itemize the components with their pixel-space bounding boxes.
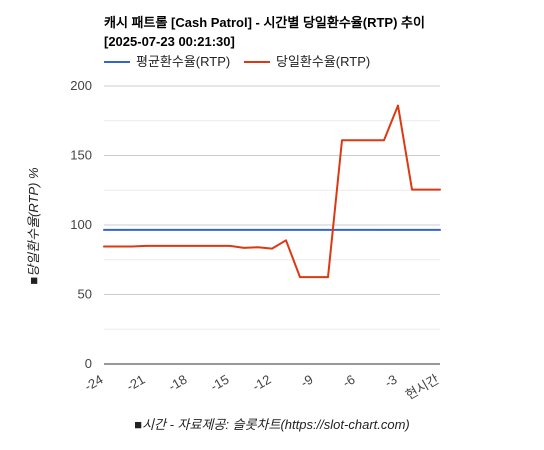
series-lines [103, 104, 441, 279]
x-tick-label: -21 [124, 372, 148, 394]
y-axis-title: ■당일환수율(RTP) % [26, 167, 41, 284]
x-tick-label: -12 [250, 372, 274, 394]
x-tick-label: -9 [298, 372, 316, 391]
y-tick-label: 50 [78, 287, 92, 302]
x-axis-title: ■시간 - 자료제공: 슬롯차트(https://slot-chart.com) [134, 417, 410, 432]
x-axis-ticks: -24 -21 -18 -15 -12 -9 -6 -3 현시간 [82, 372, 442, 403]
chart-title-line2: [2025-07-23 00:21:30] [104, 34, 235, 49]
x-tick-label: -18 [166, 372, 190, 394]
legend: 평균환수율(RTP) 당일환수율(RTP) [104, 54, 370, 69]
x-tick-label: -6 [340, 372, 358, 391]
y-tick-label: 100 [70, 217, 92, 232]
x-tick-label: -15 [208, 372, 232, 394]
legend-label: 평균환수율(RTP) [136, 54, 230, 69]
y-tick-label: 0 [85, 356, 92, 371]
y-axis-ticks: 0 50 100 150 200 [70, 78, 92, 371]
x-tick-label: -24 [82, 372, 106, 394]
y-tick-label: 150 [70, 148, 92, 163]
grid-lines [104, 85, 440, 365]
legend-label: 당일환수율(RTP) [276, 54, 370, 69]
x-tick-label: 현시간 [403, 372, 442, 403]
daily-rtp-line [103, 104, 441, 279]
y-tick-label: 200 [70, 78, 92, 93]
chart-title-line1: 캐시 패트롤 [Cash Patrol] - 시간별 당일환수율(RTP) 추이 [104, 15, 425, 30]
x-tick-label: -3 [382, 372, 400, 391]
